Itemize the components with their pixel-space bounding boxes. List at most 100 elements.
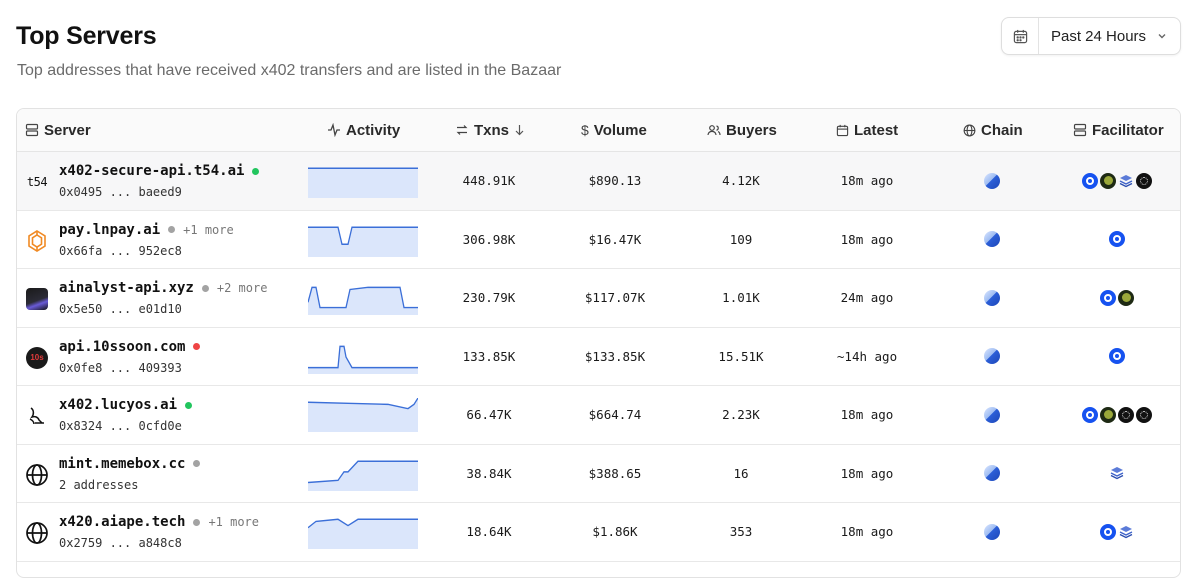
column-header-activity[interactable]: Activity bbox=[327, 109, 400, 151]
chain-cell bbox=[962, 386, 1022, 444]
column-header-txns[interactable]: Txns bbox=[455, 109, 525, 151]
server-domain[interactable]: api.10ssoon.com bbox=[59, 338, 186, 355]
txns-value: 230.79K bbox=[462, 290, 516, 306]
buyers-value: 4.12K bbox=[722, 173, 760, 189]
server-name[interactable]: mint.memebox.cc bbox=[59, 455, 201, 472]
server-domain[interactable]: x402-secure-api.t54.ai bbox=[59, 163, 245, 179]
table-row[interactable]: mint.memebox.cc 2 addresses 38.84K $388.65 1… bbox=[17, 445, 1180, 503]
facilitator-cell bbox=[1047, 152, 1180, 210]
server-address[interactable]: 2 addresses bbox=[59, 477, 139, 492]
column-label: Server bbox=[44, 121, 91, 139]
server-name[interactable]: x402-secure-api.t54.ai bbox=[59, 163, 260, 179]
base-chain-icon[interactable] bbox=[984, 406, 1000, 423]
layers-facilitator-icon[interactable] bbox=[1109, 465, 1125, 481]
server-address[interactable]: 0x8324 ... 0cfd0e bbox=[59, 419, 182, 433]
chain-cell bbox=[962, 445, 1022, 503]
more-domains[interactable]: +2 more bbox=[216, 281, 268, 295]
activity-sparkline bbox=[308, 518, 418, 549]
arrows-swap-icon bbox=[456, 125, 468, 135]
coinbase-facilitator-icon[interactable] bbox=[1082, 406, 1098, 423]
table-row[interactable]: pay.lnpay.ai +1 more 0x66fa ... 952ec8 306.… bbox=[17, 211, 1180, 269]
coinbase-facilitator-icon[interactable] bbox=[1100, 289, 1116, 306]
layers-facilitator-icon[interactable] bbox=[1118, 524, 1134, 540]
server-name[interactable]: x420.aiape.tech +1 more bbox=[59, 514, 259, 530]
table-row[interactable]: x420.aiape.tech +1 more 0x2759 ... a848c8 1… bbox=[17, 503, 1180, 562]
server-name[interactable]: ainalyst-api.xyz +2 more bbox=[59, 280, 267, 296]
server-address[interactable]: 0x5e50 ... e01d10 bbox=[59, 302, 182, 316]
base-chain-icon[interactable] bbox=[984, 172, 1000, 189]
time-range-select[interactable]: Past 24 Hours bbox=[1039, 18, 1180, 54]
facilitator-cell bbox=[1047, 328, 1180, 386]
server-address[interactable]: 0x0fe8 ... 409393 bbox=[59, 360, 182, 375]
page-subtitle: Top addresses that have received x402 tr… bbox=[17, 62, 562, 79]
server-name[interactable]: pay.lnpay.ai +1 more bbox=[59, 222, 234, 238]
column-header-volume[interactable]: $ Volume bbox=[581, 109, 647, 151]
coinbase-facilitator-icon[interactable] bbox=[1100, 523, 1116, 540]
activity-sparkline bbox=[308, 226, 418, 257]
base-chain-icon[interactable] bbox=[984, 231, 1000, 248]
column-header-buyers[interactable]: Buyers bbox=[707, 109, 777, 151]
base-chain-icon[interactable] bbox=[984, 348, 1000, 365]
more-domains[interactable]: +1 more bbox=[208, 515, 260, 529]
coinbase-facilitator-icon[interactable] bbox=[1082, 172, 1098, 189]
coinbase-facilitator-icon[interactable] bbox=[1109, 348, 1125, 365]
page-title: Top Servers bbox=[16, 22, 157, 50]
base-chain-icon[interactable] bbox=[984, 523, 1000, 540]
table-row[interactable]: ainalyst-api.xyz +2 more 0x5e50 ... e01d10… bbox=[17, 269, 1180, 328]
column-header-server[interactable]: Server bbox=[25, 109, 91, 151]
table-row[interactable]: 10s api.10ssoon.com 0x0fe8 ... 409393 133.8… bbox=[17, 328, 1180, 386]
txns-value: 448.91K bbox=[462, 173, 516, 189]
base-chain-icon[interactable] bbox=[984, 465, 1000, 482]
tree-facilitator-icon[interactable] bbox=[1100, 406, 1116, 423]
time-range-label: Past 24 Hours bbox=[1051, 27, 1147, 45]
column-header-latest[interactable]: Latest bbox=[836, 109, 898, 151]
buyers-value: 353 bbox=[729, 524, 753, 540]
table-body: t54 x402-secure-api.t54.ai 0x0495 ... baee… bbox=[17, 152, 1180, 562]
server-address[interactable]: 0x0495 ... baeed9 bbox=[59, 185, 182, 199]
latest-value: ~14h ago bbox=[836, 348, 898, 364]
column-header-chain[interactable]: Chain bbox=[963, 109, 1023, 151]
dark-facilitator-icon[interactable] bbox=[1136, 172, 1152, 189]
more-domains[interactable]: +1 more bbox=[183, 222, 234, 237]
activity-icon bbox=[328, 123, 340, 137]
facilitator-cell bbox=[1047, 211, 1180, 269]
txns-value: 133.85K bbox=[462, 348, 516, 364]
activity-sparkline bbox=[308, 460, 418, 491]
server-name[interactable]: api.10ssoon.com bbox=[59, 338, 201, 355]
server-address[interactable]: 0x66fa ... 952ec8 bbox=[59, 243, 182, 258]
facilitator-cell bbox=[1047, 503, 1180, 561]
chevron-down-icon bbox=[1158, 34, 1166, 39]
tree-facilitator-icon[interactable] bbox=[1118, 289, 1134, 306]
dark-facilitator-icon[interactable] bbox=[1136, 406, 1152, 423]
status-dot bbox=[193, 460, 201, 467]
volume-value: $388.65 bbox=[588, 465, 642, 481]
time-range-picker[interactable]: Past 24 Hours bbox=[1001, 17, 1181, 55]
txns-value: 66.47K bbox=[466, 407, 512, 423]
table-row[interactable]: x402.lucyos.ai 0x8324 ... 0cfd0e 66.47K $66… bbox=[17, 386, 1180, 445]
column-label: Facilitator bbox=[1092, 121, 1164, 139]
column-label: Txns bbox=[474, 121, 510, 139]
table-row[interactable]: t54 x402-secure-api.t54.ai 0x0495 ... baee… bbox=[17, 152, 1180, 211]
buyers-value: 109 bbox=[729, 231, 753, 247]
chain-cell bbox=[962, 503, 1022, 561]
tree-facilitator-icon[interactable] bbox=[1100, 172, 1116, 189]
server-address[interactable]: 0x2759 ... a848c8 bbox=[59, 536, 182, 550]
status-dot bbox=[193, 343, 201, 350]
layers-facilitator-icon[interactable] bbox=[1118, 173, 1134, 189]
server-domain[interactable]: mint.memebox.cc bbox=[59, 455, 186, 472]
coinbase-facilitator-icon[interactable] bbox=[1109, 231, 1125, 248]
base-chain-icon[interactable] bbox=[984, 289, 1000, 306]
dark-facilitator-icon[interactable] bbox=[1118, 406, 1134, 423]
latest-value: 24m ago bbox=[840, 290, 894, 306]
activity-sparkline bbox=[308, 345, 418, 374]
lnpay-logo bbox=[25, 229, 49, 253]
server-name[interactable]: x402.lucyos.ai bbox=[59, 397, 193, 413]
calendar-button[interactable] bbox=[1002, 18, 1039, 54]
server-domain[interactable]: x420.aiape.tech bbox=[59, 514, 186, 530]
buyers-value: 1.01K bbox=[722, 290, 760, 306]
column-header-facilitator[interactable]: Facilitator bbox=[1073, 109, 1164, 151]
column-label: Chain bbox=[981, 121, 1023, 139]
server-domain[interactable]: pay.lnpay.ai bbox=[59, 221, 161, 238]
server-domain[interactable]: x402.lucyos.ai bbox=[59, 397, 178, 413]
server-domain[interactable]: ainalyst-api.xyz bbox=[59, 280, 194, 296]
